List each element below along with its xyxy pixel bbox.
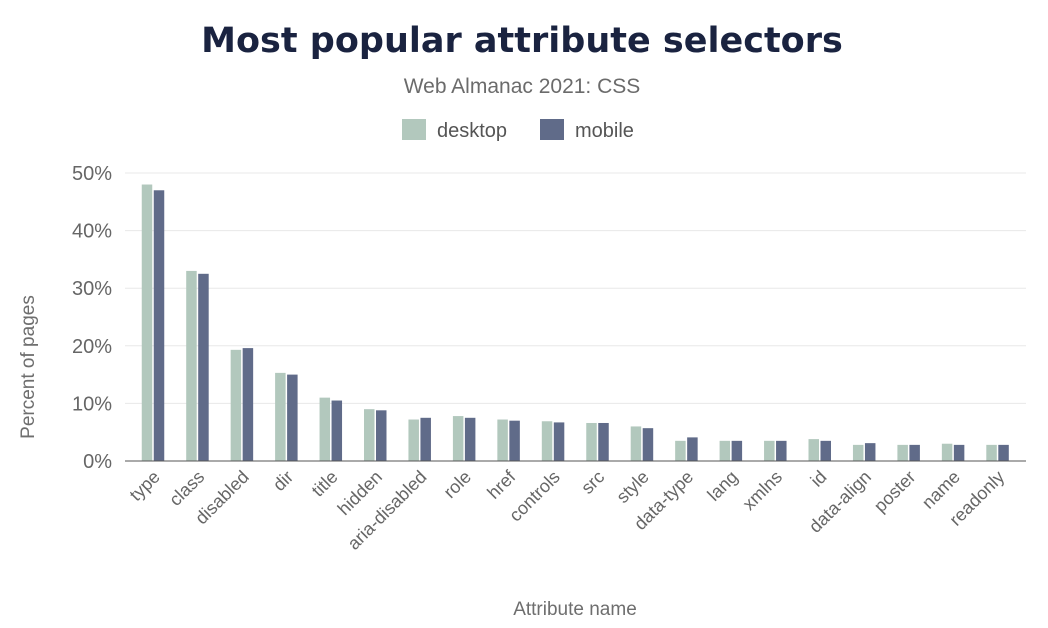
bar-mobile-poster — [909, 444, 920, 461]
chart-subtitle: Web Almanac 2021: CSS — [404, 75, 641, 98]
x-tick-label: href — [483, 466, 520, 503]
bar-mobile-type — [153, 190, 165, 461]
bar-mobile-href — [509, 420, 520, 461]
legend-swatch-mobile — [540, 119, 564, 140]
bar-mobile-controls — [553, 422, 565, 461]
x-tick-label: role — [440, 467, 475, 502]
x-tick-label: xmlns — [739, 467, 786, 514]
bar-desktop-xmlns — [764, 440, 775, 461]
bar-mobile-dir — [287, 374, 298, 461]
y-tick-label: 40% — [72, 221, 112, 243]
bar-mobile-name — [953, 444, 965, 461]
gridlines — [125, 172, 1026, 404]
y-tick-label: 50% — [72, 163, 112, 185]
bar-desktop-readonly — [986, 444, 997, 461]
bar-desktop-hidden — [364, 409, 375, 461]
bar-desktop-src — [586, 422, 597, 461]
x-tick-label: poster — [870, 467, 920, 517]
bar-mobile-disabled — [242, 348, 254, 461]
bar-desktop-dir — [275, 372, 286, 461]
bar-mobile-class — [198, 273, 209, 461]
x-tick-label: style — [612, 467, 652, 507]
bar-desktop-name — [941, 443, 953, 461]
y-tick-label: 20% — [72, 336, 112, 358]
bar-desktop-lang — [719, 440, 731, 461]
bar-desktop-disabled — [230, 349, 242, 461]
legend: desktop mobile — [402, 119, 634, 142]
bar-mobile-readonly — [998, 444, 1009, 461]
bar-desktop-class — [186, 270, 197, 461]
bars — [141, 184, 1009, 461]
bar-desktop-id — [808, 439, 819, 461]
x-tick-label: src — [577, 467, 608, 498]
y-tick-label: 30% — [72, 278, 112, 300]
bar-mobile-title — [331, 400, 343, 461]
x-axis-title: Attribute name — [513, 599, 637, 620]
bar-desktop-title — [319, 397, 331, 461]
bar-desktop-controls — [541, 421, 553, 461]
bar-desktop-aria-disabled — [408, 419, 419, 461]
bar-mobile-data-type — [687, 437, 698, 461]
bar-desktop-style — [630, 426, 642, 461]
bar-mobile-src — [598, 422, 609, 461]
bar-desktop-poster — [897, 444, 908, 461]
y-axis-title: Percent of pages — [18, 295, 39, 439]
legend-label-desktop: desktop — [437, 120, 507, 142]
x-tick-label: id — [807, 467, 831, 491]
y-axis-ticks: 0% 10% 20% 30% 40% 50% — [72, 163, 112, 473]
bar-mobile-xmlns — [776, 440, 787, 461]
bar-mobile-hidden — [376, 410, 387, 461]
bar-mobile-data-align — [864, 443, 876, 461]
x-tick-label: title — [308, 467, 342, 501]
legend-swatch-desktop — [402, 119, 426, 140]
y-tick-label: 0% — [83, 451, 112, 473]
bar-mobile-style — [642, 428, 654, 461]
bar-desktop-data-type — [675, 440, 686, 461]
bar-desktop-href — [497, 419, 508, 461]
bar-mobile-lang — [731, 440, 743, 461]
x-tick-label: dir — [269, 467, 297, 495]
bar-mobile-id — [820, 440, 831, 461]
y-tick-label: 10% — [72, 393, 112, 415]
chart-title: Most popular attribute selectors — [201, 21, 843, 61]
x-tick-label: type — [126, 467, 164, 505]
x-tick-label: lang — [703, 467, 741, 505]
bar-mobile-role — [464, 417, 476, 461]
legend-label-mobile: mobile — [575, 120, 634, 142]
bar-desktop-role — [452, 416, 464, 461]
bar-mobile-aria-disabled — [420, 417, 431, 461]
bar-desktop-data-align — [852, 444, 864, 461]
bar-desktop-type — [141, 184, 153, 461]
